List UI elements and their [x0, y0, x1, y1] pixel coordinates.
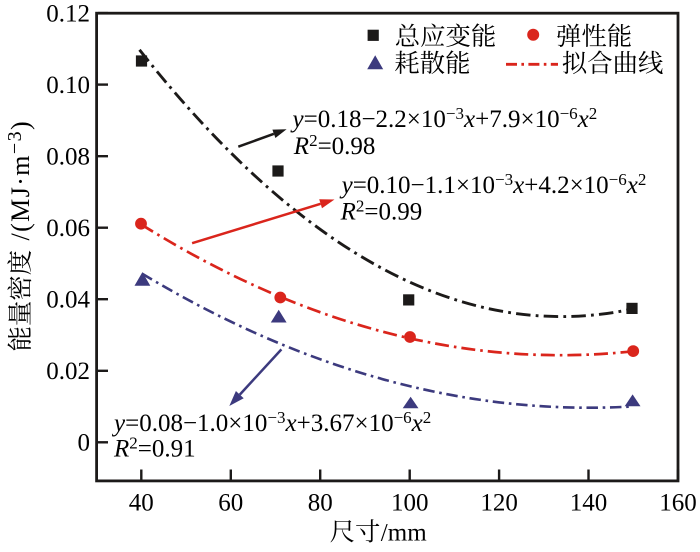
svg-text:y=0.08−1.0×10−3x+3.67×10−6x2: y=0.08−1.0×10−3x+3.67×10−6x2 — [111, 408, 431, 437]
svg-text:100: 100 — [391, 490, 429, 517]
svg-text:140: 140 — [570, 490, 608, 517]
svg-text:R2=0.99: R2=0.99 — [340, 197, 423, 226]
svg-text:80: 80 — [308, 490, 333, 517]
svg-text:0.12: 0.12 — [46, 1, 90, 28]
svg-text:120: 120 — [480, 490, 518, 517]
svg-text:0.10: 0.10 — [46, 72, 90, 99]
svg-text:/mm: /mm — [381, 520, 427, 547]
svg-text:y=0.10−1.1×10−3x+4.2×10−6x2: y=0.10−1.1×10−3x+4.2×10−6x2 — [339, 170, 647, 199]
svg-text:0.02: 0.02 — [46, 358, 90, 385]
svg-text:40: 40 — [129, 490, 154, 517]
svg-text:0.08: 0.08 — [46, 144, 90, 171]
svg-text:0: 0 — [78, 430, 91, 457]
svg-text:R2=0.91: R2=0.91 — [113, 434, 196, 463]
svg-text:/(MJ·m−3): /(MJ·m−3) — [4, 120, 35, 241]
svg-text:0.06: 0.06 — [46, 215, 90, 242]
svg-text:0.04: 0.04 — [46, 287, 90, 314]
svg-text:60: 60 — [218, 490, 243, 517]
svg-text:y=0.18−2.2×10−3x+7.9×10−6x2: y=0.18−2.2×10−3x+7.9×10−6x2 — [290, 104, 598, 133]
svg-text:R2=0.98: R2=0.98 — [293, 131, 376, 160]
svg-text:160: 160 — [659, 490, 697, 517]
